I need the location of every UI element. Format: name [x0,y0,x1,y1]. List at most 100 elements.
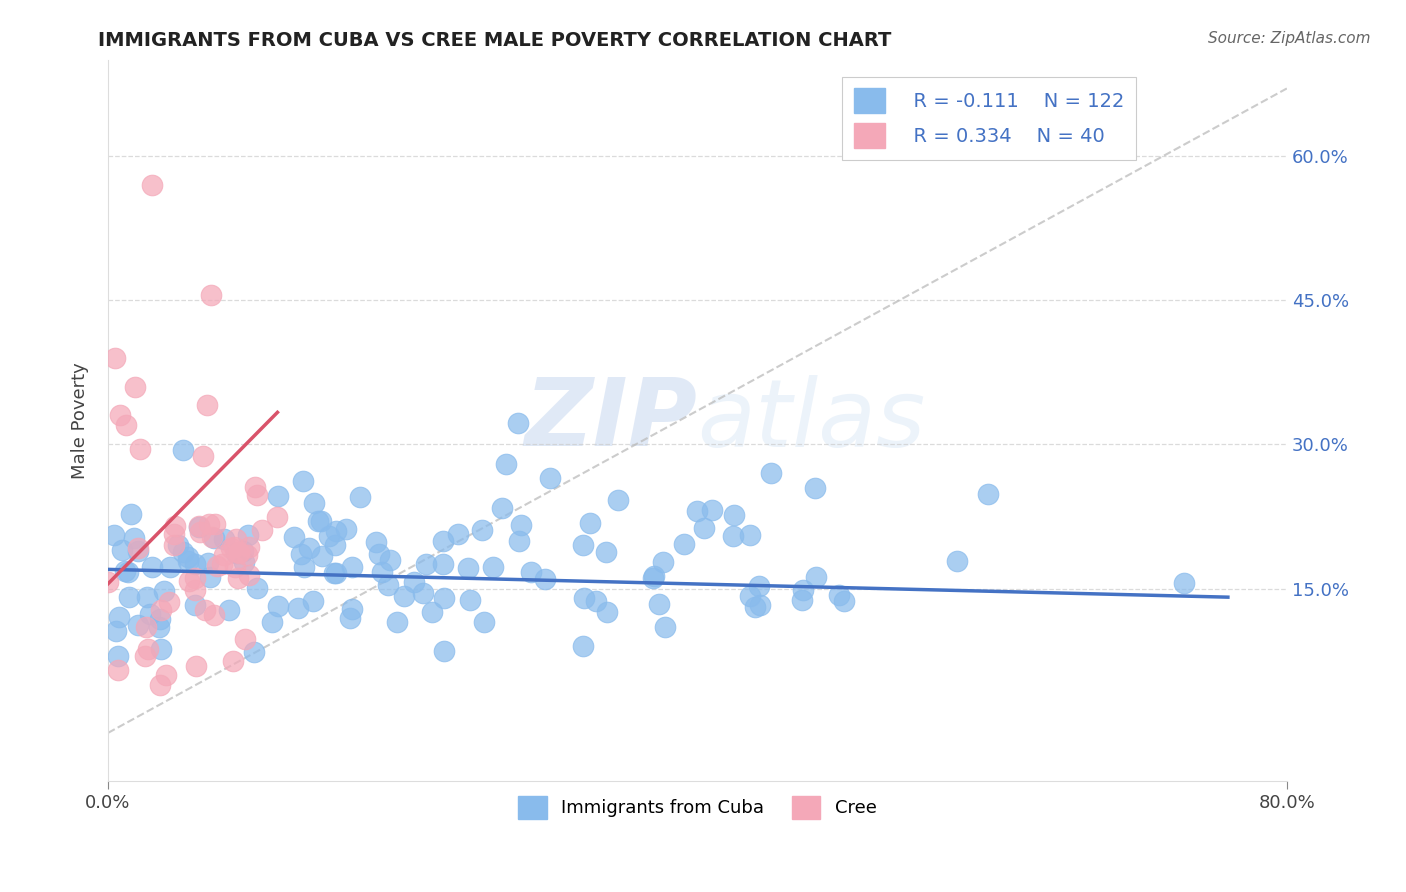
Point [508,534,530,549]
Point [377,578,399,592]
Point [311,549,333,564]
Point [107,648,129,663]
Point [309,514,332,528]
Point [152,584,174,599]
Point [204,516,226,531]
Point [744,599,766,614]
Point [148,678,170,692]
Point [141,560,163,574]
Point [283,530,305,544]
Point [107,664,129,678]
Point [325,524,347,538]
Point [188,520,211,534]
Point [238,540,260,554]
Point [222,654,245,668]
Point [607,493,630,508]
Point [495,457,517,471]
Point [433,644,456,658]
Point [141,178,163,192]
Point [520,565,543,579]
Point [184,571,207,585]
Point [238,567,260,582]
Point [585,594,607,608]
Y-axis label: Male Poverty: Male Poverty [72,362,89,479]
Point [571,639,593,653]
Point [236,548,259,562]
Point [366,535,388,549]
Point [127,543,149,558]
Point [104,351,127,365]
Point [97,575,120,590]
Point [205,559,228,574]
Point [506,416,529,430]
Point [472,615,495,629]
Point [150,603,173,617]
Point [184,557,207,571]
Point [702,503,724,517]
Point [198,517,221,532]
Point [163,538,186,552]
Point [748,579,770,593]
Point [340,601,363,615]
Point [165,519,187,533]
Point [538,471,561,485]
Point [367,547,389,561]
Point [214,532,236,546]
Point [228,545,250,559]
Point [378,553,401,567]
Point [127,541,149,555]
Point [225,532,247,546]
Point [225,546,247,560]
Point [114,418,136,433]
Point [402,574,425,589]
Point [191,449,214,463]
Point [387,615,409,629]
Point [572,538,595,552]
Point [349,490,371,504]
Point [534,572,557,586]
Point [105,624,128,638]
Point [790,593,813,607]
Point [723,508,745,522]
Point [219,541,242,556]
Text: IMMIGRANTS FROM CUBA VS CREE MALE POVERTY CORRELATION CHART: IMMIGRANTS FROM CUBA VS CREE MALE POVERT… [98,31,891,50]
Point [120,507,142,521]
Point [432,557,454,571]
Point [149,612,172,626]
Point [226,571,249,585]
Point [301,594,323,608]
Point [470,523,492,537]
Point [212,549,235,563]
Point [510,517,533,532]
Point [652,555,675,569]
Point [643,569,665,583]
Point [108,609,131,624]
Point [201,530,224,544]
Point [117,565,139,579]
Point [370,565,392,579]
Point [135,620,157,634]
Point [246,487,269,501]
Point [188,524,211,539]
Point [491,501,513,516]
Point [148,619,170,633]
Point [977,486,1000,500]
Point [342,559,364,574]
Point [118,590,141,604]
Point [159,560,181,574]
Point [155,668,177,682]
Point [111,543,134,558]
Point [222,540,245,554]
Point [325,566,347,581]
Text: Source: ZipAtlas.com: Source: ZipAtlas.com [1208,31,1371,46]
Point [447,526,470,541]
Point [297,541,319,556]
Point [197,556,219,570]
Point [187,518,209,533]
Point [648,597,671,611]
Point [420,605,443,619]
Point [482,560,505,574]
Point [200,288,222,302]
Point [195,398,218,412]
Point [260,615,283,630]
